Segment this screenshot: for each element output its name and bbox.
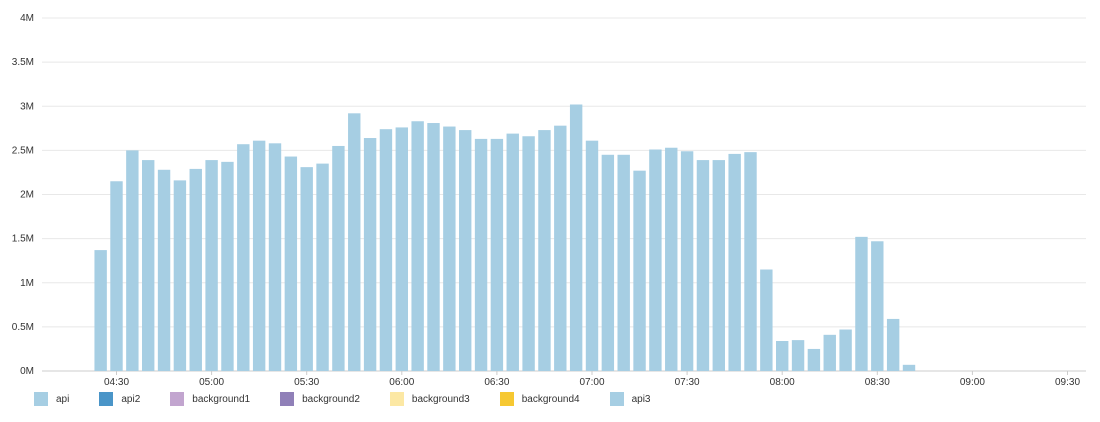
y-axis-ticks: 0M 0.5M 1M 1.5M 2M 2.5M 3M 3.5M 4M — [12, 13, 34, 377]
bar-api[interactable] — [728, 153, 741, 371]
bar-api[interactable] — [142, 160, 155, 371]
bar-api[interactable] — [585, 140, 599, 371]
chart-plot-area: 0M 0.5M 1M 1.5M 2M 2.5M 3M 3.5M 4M 04:30 05:00 05:… — [12, 13, 1086, 388]
bar-api[interactable] — [189, 168, 202, 371]
bar-api[interactable] — [696, 160, 710, 371]
legend-swatch — [389, 392, 404, 406]
legend-item-api2[interactable]: api2 — [99, 392, 140, 406]
bar-api[interactable] — [601, 154, 615, 371]
bar-api[interactable] — [316, 163, 329, 371]
bar-api[interactable] — [633, 170, 646, 371]
bar-api[interactable] — [839, 329, 852, 371]
bar-api[interactable] — [205, 160, 218, 371]
y-tick-label: 2M — [20, 190, 34, 201]
bar-api[interactable] — [94, 250, 107, 371]
legend-item-background3[interactable]: background3 — [389, 392, 470, 406]
bar-api[interactable] — [268, 143, 282, 371]
bar-api[interactable] — [807, 348, 821, 371]
bar-api[interactable] — [284, 156, 298, 371]
x-tick-label: 08:30 — [865, 377, 890, 388]
bar-api[interactable] — [665, 147, 678, 371]
bar-api[interactable] — [712, 160, 725, 371]
bar-api[interactable] — [427, 123, 440, 372]
legend-swatch — [609, 392, 624, 406]
legend-item-background1[interactable]: background1 — [170, 392, 250, 406]
y-tick-label: 0M — [20, 366, 34, 377]
y-tick-label: 2.5M — [12, 145, 34, 156]
legend-swatch — [99, 392, 114, 406]
x-tick-label: 05:30 — [294, 377, 319, 388]
x-tick-label: 05:00 — [199, 377, 224, 388]
bar-api[interactable] — [252, 140, 266, 371]
legend-label: background3 — [411, 393, 470, 405]
legend-swatch — [170, 392, 185, 406]
x-tick-label: 08:00 — [770, 377, 795, 388]
bar-api[interactable] — [554, 125, 567, 371]
x-tick-label: 04:30 — [104, 377, 129, 388]
bar-api[interactable] — [522, 136, 535, 371]
x-tick-label: 09:00 — [960, 377, 985, 388]
legend-label: background2 — [302, 393, 360, 405]
bar-api[interactable] — [221, 161, 234, 371]
legend-label: api — [56, 393, 70, 405]
legend-label: api2 — [121, 393, 141, 405]
bar-api[interactable] — [443, 126, 456, 371]
bar-api[interactable] — [474, 138, 488, 371]
x-tick-label: 06:30 — [484, 377, 509, 388]
bar-api[interactable] — [173, 180, 187, 371]
bar-api[interactable] — [126, 150, 139, 372]
y-tick-label: 3.5M — [12, 57, 34, 68]
bar-api[interactable] — [506, 133, 519, 371]
legend-label: background1 — [192, 393, 251, 405]
y-tick-label: 4M — [20, 13, 34, 24]
bar-api[interactable] — [379, 129, 393, 371]
bar-api[interactable] — [538, 130, 551, 371]
bar-api[interactable] — [744, 152, 757, 371]
bar-api[interactable] — [823, 334, 836, 371]
bar-api[interactable] — [348, 113, 361, 371]
bar-api[interactable] — [395, 127, 408, 372]
bar-api[interactable] — [332, 145, 345, 371]
x-axis-ticks: 04:30 05:00 05:30 06:00 06:30 07:00 07:30 08:00… — [104, 371, 1080, 388]
legend-swatch — [280, 392, 295, 406]
bars — [94, 104, 916, 372]
bar-api[interactable] — [680, 151, 694, 371]
legend-item-background2[interactable]: background2 — [280, 392, 360, 406]
x-tick-label: 09:30 — [1055, 377, 1080, 388]
y-tick-label: 1.5M — [12, 234, 34, 245]
bar-api[interactable] — [411, 121, 424, 371]
bar-api[interactable] — [791, 340, 805, 371]
bar-api[interactable] — [776, 341, 789, 371]
y-tick-label: 0.5M — [12, 322, 34, 333]
legend-item-api[interactable]: api — [34, 392, 69, 406]
y-tick-label: 1M — [20, 278, 34, 289]
bar-api[interactable] — [237, 144, 250, 371]
bar-api[interactable] — [855, 236, 868, 371]
bar-api[interactable] — [902, 364, 916, 371]
bar-api[interactable] — [886, 318, 900, 371]
bar-api[interactable] — [459, 130, 472, 371]
legend-item-api3[interactable]: api3 — [609, 392, 651, 406]
bar-api[interactable] — [617, 154, 630, 371]
bar-api[interactable] — [363, 138, 377, 371]
bar-api[interactable] — [760, 269, 773, 371]
bar-api[interactable] — [871, 241, 884, 371]
bar-api[interactable] — [110, 181, 123, 371]
legend-label: background4 — [521, 393, 580, 405]
bar-api[interactable] — [157, 169, 171, 371]
bar-api[interactable] — [300, 167, 313, 371]
y-tick-label: 3M — [20, 101, 34, 112]
bar-api[interactable] — [490, 138, 504, 371]
bar-api[interactable] — [649, 149, 662, 371]
x-tick-label: 07:00 — [579, 377, 604, 388]
bar-api[interactable] — [569, 104, 583, 372]
legend-swatch — [34, 392, 48, 406]
x-tick-label: 07:30 — [675, 377, 700, 388]
legend-swatch — [499, 392, 514, 406]
legend: api api2 background1 background2 background3… — [34, 392, 680, 406]
legend-item-background4[interactable]: background4 — [499, 392, 580, 406]
legend-label: api3 — [631, 393, 651, 405]
x-tick-label: 06:00 — [389, 377, 414, 388]
